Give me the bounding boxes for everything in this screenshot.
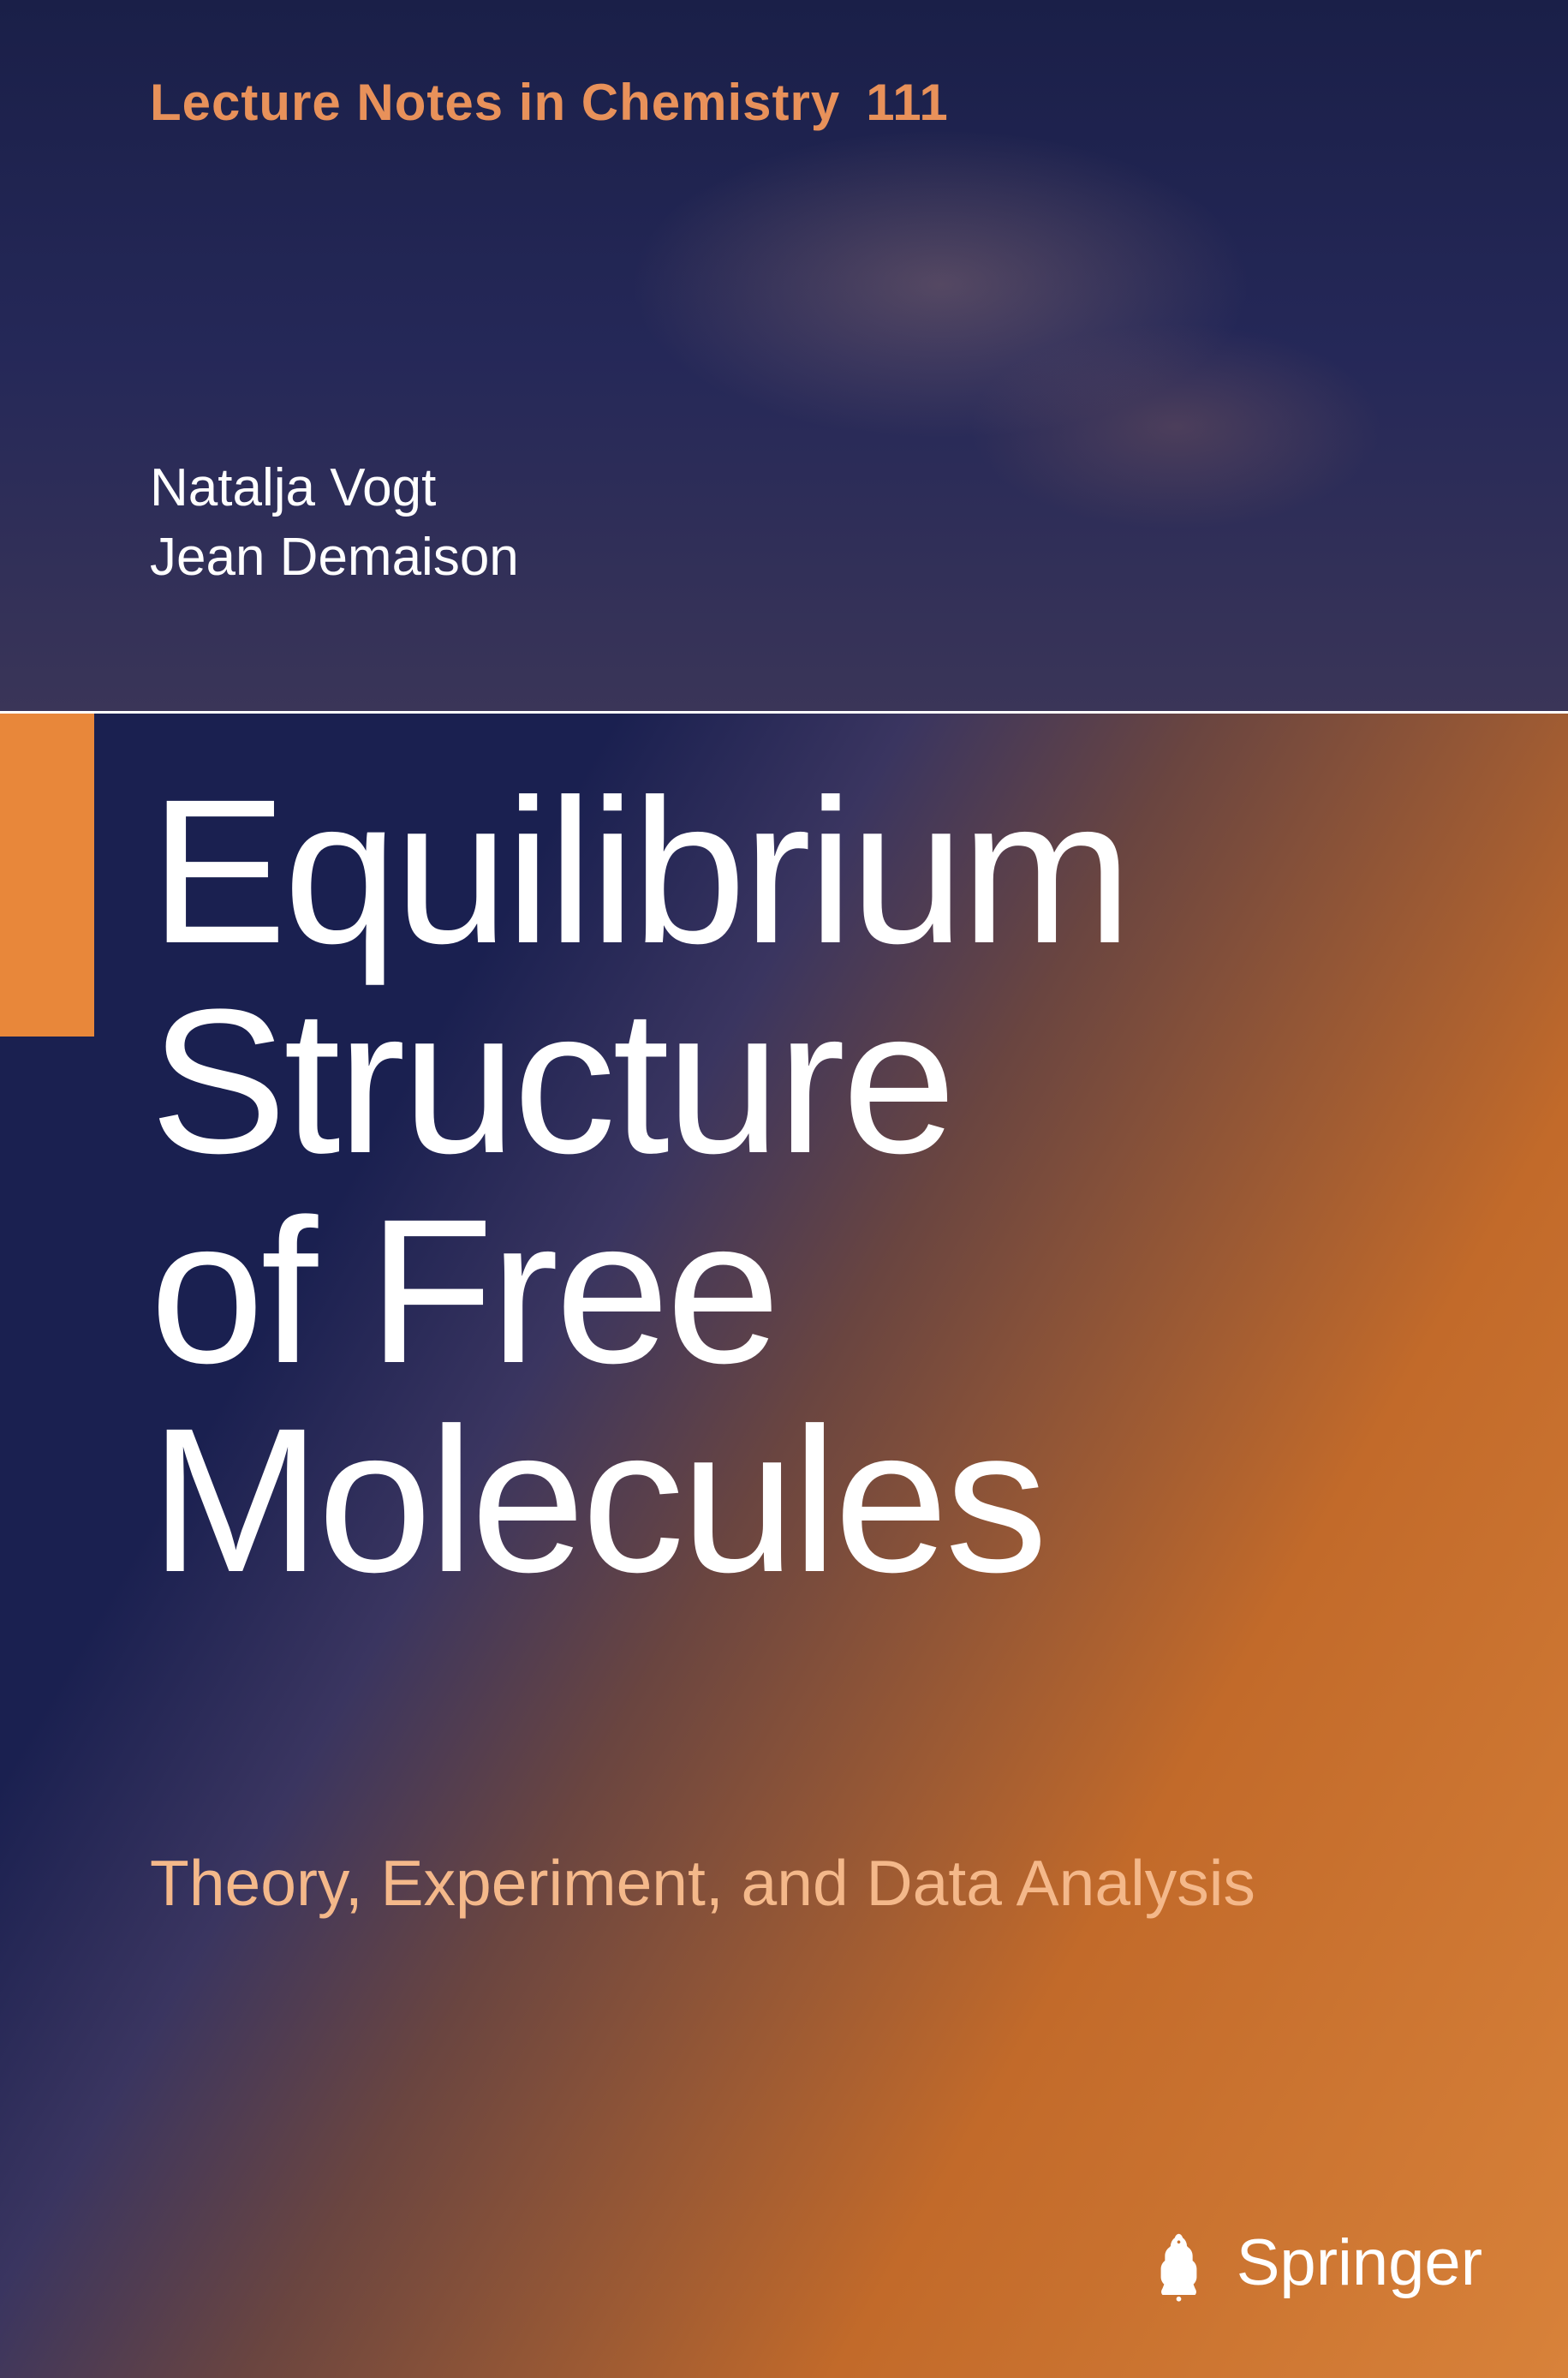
subtitle: Theory, Experiment, and Data Analysis bbox=[150, 1846, 1255, 1920]
main-title: Equilibrium Structure of Free Molecules bbox=[150, 767, 1129, 1605]
author-1: Natalja Vogt bbox=[150, 454, 519, 523]
authors-block: Natalja Vogt Jean Demaison bbox=[150, 454, 519, 592]
author-2: Jean Demaison bbox=[150, 523, 519, 593]
series-label: Lecture Notes in Chemistry 111 bbox=[150, 73, 949, 132]
title-line-1: Equilibrium bbox=[150, 767, 1129, 977]
title-line-4: Molecules bbox=[150, 1395, 1129, 1605]
series-number: 111 bbox=[866, 74, 949, 131]
orange-accent-block bbox=[0, 711, 94, 1037]
book-cover: Lecture Notes in Chemistry 111 Natalja Vo… bbox=[0, 0, 1568, 2378]
publisher-name: Springer bbox=[1237, 2226, 1482, 2300]
divider-line bbox=[0, 711, 1568, 714]
springer-horse-icon bbox=[1138, 2220, 1219, 2305]
title-line-2: Structure bbox=[150, 977, 1129, 1186]
cover-top-section: Lecture Notes in Chemistry 111 Natalja Vo… bbox=[0, 0, 1568, 711]
series-name: Lecture Notes in Chemistry bbox=[150, 74, 840, 131]
publisher-logo: Springer bbox=[1138, 2220, 1482, 2305]
title-line-3: of Free bbox=[150, 1186, 1129, 1396]
